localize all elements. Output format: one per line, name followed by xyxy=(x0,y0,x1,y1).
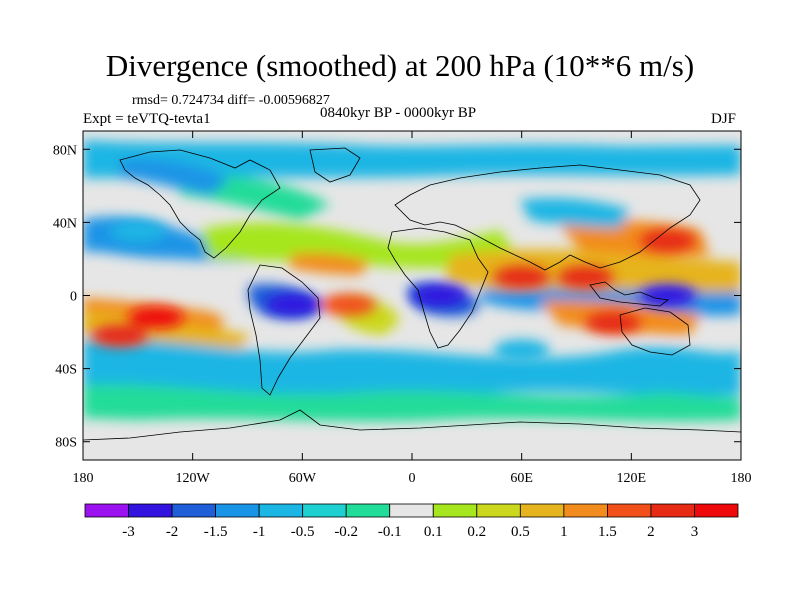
colorbar-box xyxy=(215,503,260,518)
field-patch xyxy=(520,198,630,228)
lon-tick-label: 120E xyxy=(617,471,647,486)
colorbar-box xyxy=(345,503,391,518)
divergence-band-south-indian xyxy=(493,339,550,362)
colorbar-label: -1.5 xyxy=(204,524,228,540)
lon-tick-label: 180 xyxy=(731,471,752,486)
field-patch xyxy=(290,252,370,275)
colorbar-box xyxy=(650,503,695,518)
colorbar-box xyxy=(389,503,434,518)
lon-tick-label: 120W xyxy=(176,471,211,486)
field-patch xyxy=(83,337,741,402)
lat-tick-label: 40N xyxy=(53,216,77,231)
colorbar-label: -0.1 xyxy=(378,524,402,540)
plot-title: Divergence (smoothed) at 200 hPa (10**6 … xyxy=(105,48,695,83)
colorbar-box xyxy=(171,503,216,518)
colorbar-box xyxy=(84,503,129,518)
colorbar-label: 2 xyxy=(647,524,655,540)
colorbar-label: 1.5 xyxy=(598,524,617,540)
colorbar-label: 0.5 xyxy=(511,524,530,540)
lon-tick-label: 180 xyxy=(73,471,94,486)
lon-axis: 180 120W 60W 0 60E 120E 180 xyxy=(73,131,752,486)
colorbar xyxy=(84,503,739,518)
lon-tick-label: 60E xyxy=(510,471,533,486)
field-patch xyxy=(83,140,741,178)
colorbar-label: 0.1 xyxy=(424,524,443,540)
coastlines xyxy=(83,147,741,441)
coastline-antarctica xyxy=(83,409,741,441)
season-label: DJF xyxy=(711,111,737,127)
stats-line: rmsd= 0.724734 diff= -0.00596827 xyxy=(132,93,330,108)
divergence-band-north-pacific xyxy=(109,220,166,243)
colorbar-label: 1 xyxy=(560,524,568,540)
colorbar-label: -0.2 xyxy=(334,524,358,540)
divergence-field xyxy=(83,131,741,460)
lat-axis: 80N 40N 0 40S 80S xyxy=(53,143,741,451)
convergence-band-south-pacific xyxy=(91,324,148,347)
period-label: 0840kyr BP - 0000kyr BP xyxy=(320,105,477,121)
colorbar-label: -3 xyxy=(122,524,135,540)
lat-tick-label: 0 xyxy=(70,290,77,305)
colorbar-box xyxy=(258,503,304,518)
colorbar-label: -0.5 xyxy=(291,524,315,540)
lat-tick-label: 40S xyxy=(55,363,77,378)
convergence-core-south-indian xyxy=(585,311,642,334)
field-patch xyxy=(200,222,520,269)
convergence-core-indian-ocean xyxy=(557,266,614,289)
convergence-band-north-africa xyxy=(493,266,550,289)
colorbar-box xyxy=(519,503,565,518)
colorbar-label: -1 xyxy=(253,524,266,540)
divergence-core-amazon xyxy=(265,293,322,316)
colorbar-box xyxy=(563,503,608,518)
convergence-core-east-asia xyxy=(639,229,696,252)
coastline-greenland xyxy=(309,147,361,183)
colorbar-box xyxy=(476,503,521,518)
colorbar-box xyxy=(432,503,478,518)
coastline-indonesia xyxy=(589,281,670,307)
coastline-north-america xyxy=(119,149,281,259)
lon-tick-label: 60W xyxy=(289,471,317,486)
lat-tick-label: 80S xyxy=(55,436,77,451)
coastline-eurasia xyxy=(394,164,701,271)
coastline-africa xyxy=(387,227,489,349)
field-patch xyxy=(83,384,741,422)
divergence-core-maritime-continent xyxy=(639,284,696,307)
field-patch xyxy=(120,158,230,195)
coastline-australia xyxy=(619,307,691,356)
colorbar-box xyxy=(694,503,739,518)
colorbar-label: 3 xyxy=(691,524,699,540)
experiment-label: Expt = teVTQ-tevta1 xyxy=(83,111,211,127)
colorbar-labels: -3 -2 -1.5 -1 -0.5 -0.2 -0.1 0.1 0.2 0.5 1 1.5 2 3 xyxy=(122,524,698,540)
field-patch xyxy=(83,310,250,348)
colorbar-box xyxy=(302,503,347,518)
colorbar-label: 0.2 xyxy=(467,524,486,540)
colorbar-box xyxy=(607,503,652,518)
colorbar-label: -2 xyxy=(166,524,179,540)
convergence-core-atlantic xyxy=(320,293,377,316)
lon-tick-label: 0 xyxy=(409,471,416,486)
divergence-core-africa xyxy=(411,284,468,307)
coastline-south-america xyxy=(247,264,321,396)
colorbar-box xyxy=(128,503,173,518)
convergence-core-east-pacific xyxy=(128,306,185,329)
lat-tick-label: 80N xyxy=(53,143,77,158)
